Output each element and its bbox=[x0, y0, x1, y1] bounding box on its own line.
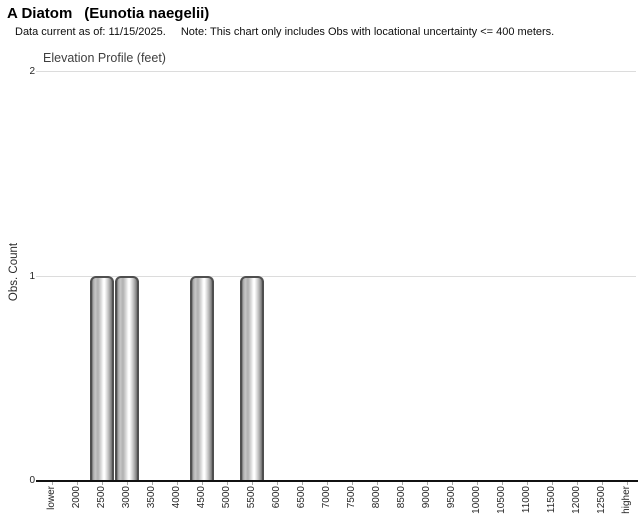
x-tick-mark bbox=[577, 482, 578, 485]
x-axis-line bbox=[36, 480, 638, 482]
x-tick-label: 8500 bbox=[396, 486, 407, 509]
x-tick-label: 3000 bbox=[121, 486, 132, 509]
bar-4500 bbox=[190, 276, 214, 480]
data-current-text: Data current as of: 11/15/2025. bbox=[15, 26, 166, 38]
bar-2500 bbox=[90, 276, 114, 480]
species-scientific-name: (Eunotia naegelii) bbox=[84, 5, 210, 22]
x-tick-mark bbox=[202, 482, 203, 485]
x-tick-label: 5000 bbox=[221, 486, 232, 509]
x-tick-label: 2000 bbox=[71, 486, 82, 509]
bar-5500 bbox=[240, 276, 264, 480]
x-tick-mark bbox=[627, 482, 628, 485]
x-tick-mark bbox=[602, 482, 603, 485]
x-tick-mark bbox=[527, 482, 528, 485]
x-tick-mark bbox=[127, 482, 128, 485]
y-tick-label: 1 bbox=[29, 271, 35, 282]
x-tick-label: 9000 bbox=[421, 486, 432, 509]
x-tick-mark bbox=[102, 482, 103, 485]
y-gridline bbox=[36, 71, 636, 72]
x-tick-label: 7500 bbox=[346, 486, 357, 509]
x-tick-mark bbox=[327, 482, 328, 485]
x-tick-label: 10500 bbox=[496, 486, 507, 514]
x-tick-mark bbox=[427, 482, 428, 485]
x-tick-mark bbox=[152, 482, 153, 485]
x-tick-mark bbox=[452, 482, 453, 485]
x-tick-mark bbox=[352, 482, 353, 485]
x-tick-label: lower bbox=[46, 486, 57, 510]
x-tick-mark bbox=[227, 482, 228, 485]
x-tick-mark bbox=[77, 482, 78, 485]
x-tick-label: higher bbox=[621, 486, 632, 514]
x-tick-mark bbox=[552, 482, 553, 485]
uncertainty-note-text: Note: This chart only includes Obs with … bbox=[180, 26, 555, 38]
x-tick-label: 7000 bbox=[321, 486, 332, 509]
y-gridline bbox=[36, 276, 636, 277]
x-tick-label: 12000 bbox=[571, 486, 582, 514]
x-tick-label: 11000 bbox=[521, 486, 532, 514]
x-tick-label: 2500 bbox=[96, 486, 107, 509]
chart-title: Elevation Profile (feet) bbox=[43, 51, 166, 65]
x-tick-mark bbox=[477, 482, 478, 485]
x-tick-label: 4000 bbox=[171, 486, 182, 509]
x-tick-label: 6000 bbox=[271, 486, 282, 509]
x-tick-label: 3500 bbox=[146, 486, 157, 509]
bar-3000 bbox=[115, 276, 139, 480]
species-common-name: A Diatom bbox=[7, 5, 73, 22]
x-tick-mark bbox=[302, 482, 303, 485]
x-tick-mark bbox=[502, 482, 503, 485]
x-tick-mark bbox=[277, 482, 278, 485]
subtitle: Data current as of: 11/15/2025. Note: Thi… bbox=[15, 26, 554, 38]
x-tick-label: 4500 bbox=[196, 486, 207, 509]
page-title: A Diatom (Eunotia naegelii) bbox=[7, 5, 209, 22]
y-tick-label: 0 bbox=[29, 475, 35, 486]
x-tick-mark bbox=[252, 482, 253, 485]
x-tick-label: 5500 bbox=[246, 486, 257, 509]
x-tick-label: 8000 bbox=[371, 486, 382, 509]
x-tick-mark bbox=[377, 482, 378, 485]
y-tick-label: 2 bbox=[29, 66, 35, 77]
x-tick-mark bbox=[177, 482, 178, 485]
x-tick-label: 12500 bbox=[596, 486, 607, 514]
x-tick-mark bbox=[52, 482, 53, 485]
x-tick-label: 9500 bbox=[446, 486, 457, 509]
x-tick-label: 10000 bbox=[471, 486, 482, 514]
x-tick-label: 11500 bbox=[546, 486, 557, 514]
x-tick-label: 6500 bbox=[296, 486, 307, 509]
x-tick-mark bbox=[402, 482, 403, 485]
